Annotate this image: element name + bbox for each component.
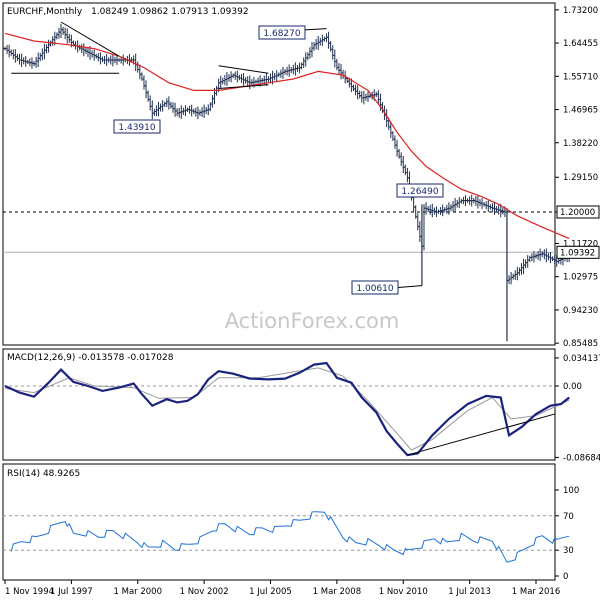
price-y-tick-label: 1.29150	[563, 173, 598, 183]
macd-title: MACD(12,26,9) -0.013578 -0.017028	[7, 353, 174, 363]
price-title: EURCHF,Monthly 1.08249 1.09862 1.07913 1…	[7, 7, 249, 17]
rsi-title: RSI(14) 48.9265	[7, 469, 80, 479]
price-y-tick-label: 1.38220	[563, 139, 598, 149]
x-tick-label: 1 Nov 1994	[5, 587, 54, 597]
price-y-tick-label: 1.02975	[563, 273, 598, 283]
annotation-label: 1.43910	[118, 123, 155, 133]
price-y-tick-label: 1.46965	[563, 106, 598, 116]
price-y-tick-label: 0.85485	[563, 339, 598, 349]
x-tick-label: 1 Nov 2010	[379, 587, 428, 597]
price-y-tick-label: 0.94230	[563, 306, 598, 316]
rsi-line	[10, 511, 570, 563]
rsi-y-tick-label: 0	[563, 572, 568, 582]
rsi-layer	[3, 511, 570, 563]
rsi-panel-frame	[2, 463, 556, 581]
x-tick-label: 1 Jul 2005	[249, 587, 292, 597]
current-price-tag	[556, 245, 600, 259]
rsi-y-tick-label: 30	[563, 546, 574, 556]
price-y-tick-label: 1.11720	[563, 239, 598, 249]
level-1-20-label: 1.20000	[560, 208, 595, 218]
price-y-tick-label: 1.55710	[563, 72, 598, 82]
watermark: ActionForex.com	[225, 309, 400, 333]
macd-y-tick-label: 0.00	[563, 382, 582, 392]
ohlc-readout: 1.08249 1.09862 1.07913 1.09392	[91, 7, 248, 17]
x-tick-label: 1 Jul 1997	[50, 587, 93, 597]
annotation-label: 1.00610	[356, 284, 393, 294]
price-panel-frame	[2, 2, 556, 346]
level-1-20-tag	[556, 205, 600, 219]
rsi-y-tick-label: 100	[563, 486, 579, 496]
current-price-label: 1.09392	[560, 248, 595, 258]
rsi-y-tick-label: 70	[563, 512, 574, 522]
pattern-line	[60, 21, 120, 57]
annotation-box	[258, 25, 306, 40]
macd-signal-line	[4, 367, 570, 451]
x-tick-label: 1 Mar 2000	[114, 587, 162, 597]
macd-y-tick-label: -0.086849	[563, 453, 600, 463]
price-y-tick-label: 1.73200	[563, 6, 598, 16]
x-tick-label: 1 Mar 2016	[512, 587, 560, 597]
annotation-label: 1.26490	[401, 187, 438, 197]
axis-layer: 1.73200 1.64455 1.55710 1.46965 1.38220 1.291…	[4, 6, 600, 597]
annotation-box	[113, 119, 161, 134]
annotation-box	[351, 280, 399, 295]
macd-line	[4, 361, 570, 457]
annotation-box	[396, 183, 444, 198]
macd-layer	[3, 361, 570, 457]
x-tick-label: 1 Nov 2002	[180, 587, 229, 597]
macd-y-tick-label: 0.034137	[563, 354, 600, 364]
pattern-line	[218, 65, 269, 74]
x-tick-label: 1 Jul 2013	[448, 587, 491, 597]
price-y-tick-label: 1.64455	[563, 39, 598, 49]
price-title-label: EURCHF,Monthly	[7, 7, 83, 17]
annotation-label: 1.68270	[263, 29, 300, 39]
moving-average-line	[4, 32, 570, 240]
macd-trendline	[407, 413, 556, 456]
pattern-line	[218, 84, 269, 89]
macd-panel-frame	[2, 348, 556, 461]
price-layer: 1.68270 1.43910 1.26490 1.00610	[3, 21, 571, 342]
x-tick-label: 1 Mar 2008	[313, 587, 361, 597]
annotation-leader	[397, 285, 422, 288]
